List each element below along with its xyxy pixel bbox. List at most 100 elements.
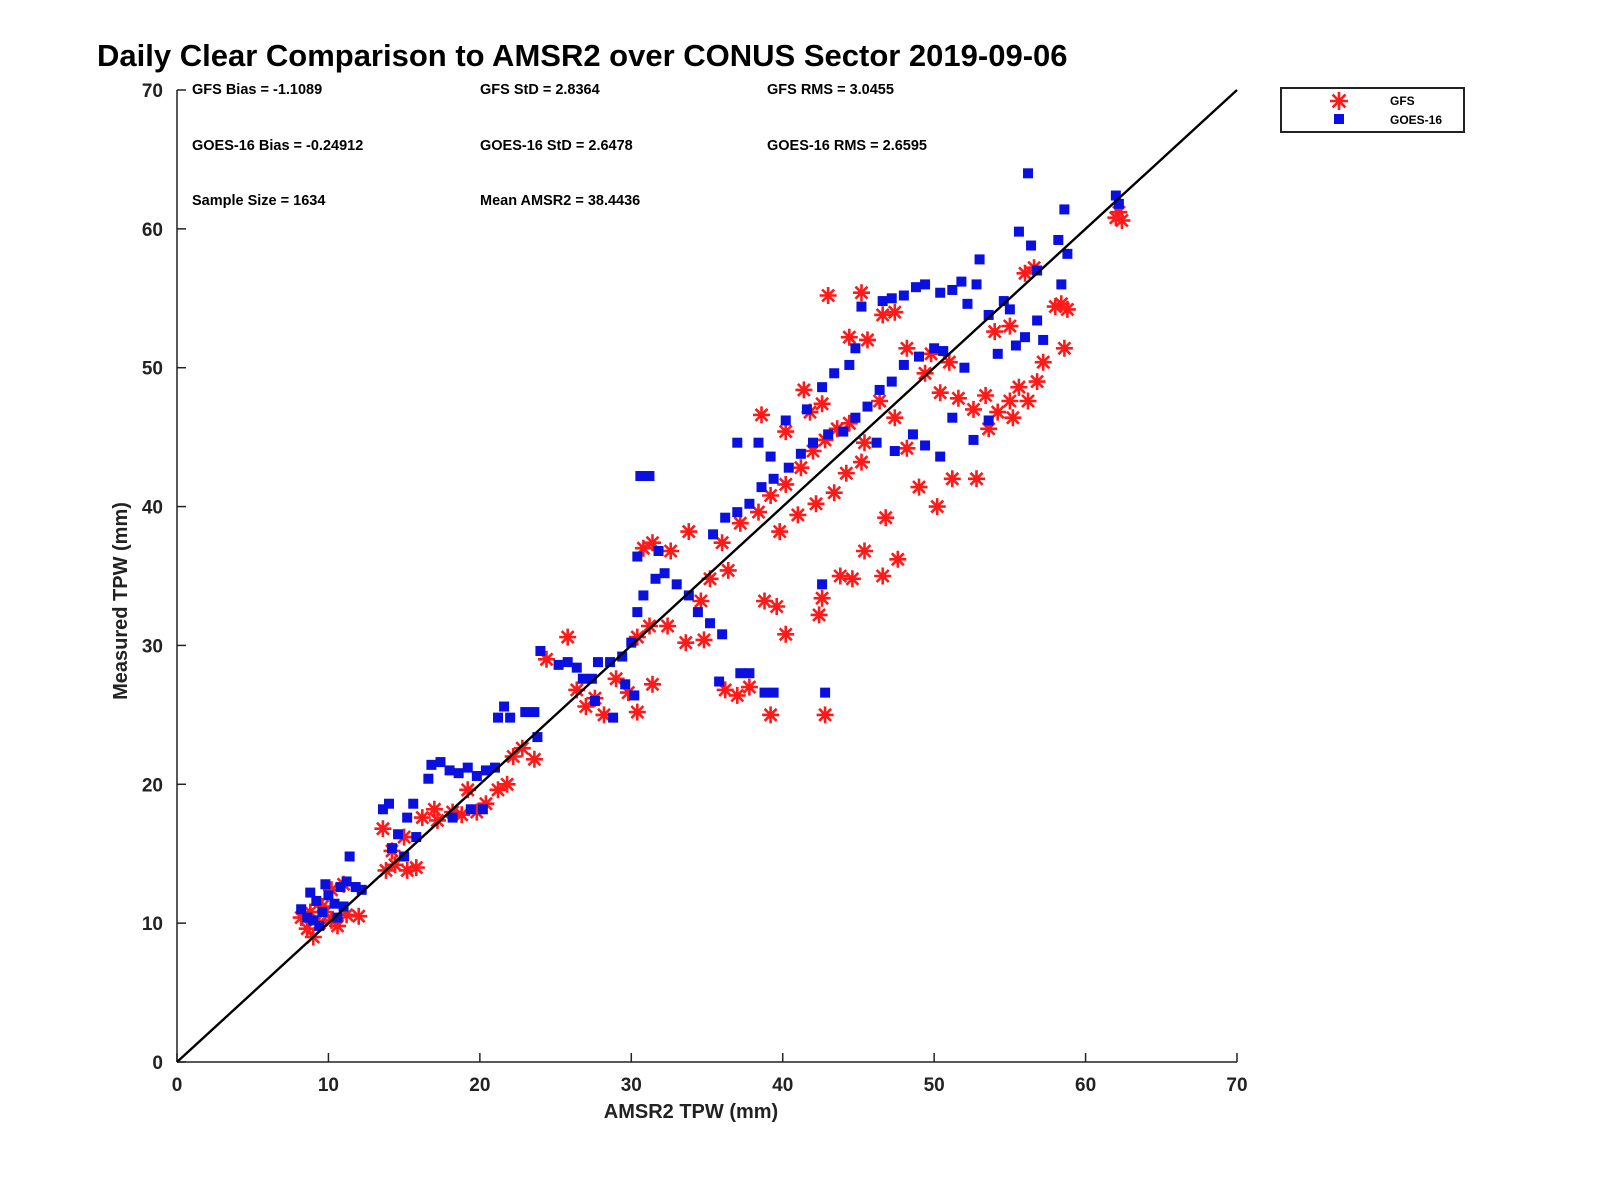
gfs-point (374, 820, 392, 838)
gfs-point (323, 881, 340, 899)
goes16-point (659, 568, 670, 579)
gfs-point (498, 775, 516, 793)
gfs-point (425, 800, 443, 818)
goes16-point (493, 712, 504, 723)
gfs-point (943, 470, 961, 488)
goes16-point (1113, 198, 1124, 209)
gfs-point (628, 628, 646, 646)
gfs-point (792, 459, 810, 477)
goes16-point (329, 898, 340, 909)
goes16-point (671, 579, 682, 590)
goes16-point (296, 904, 307, 915)
gfs-point (889, 550, 907, 568)
goes16-point (898, 359, 909, 370)
gfs-point (1016, 264, 1034, 282)
gfs-point (922, 345, 940, 363)
goes16-point (756, 482, 767, 493)
goes16-point (650, 573, 661, 584)
goes16-point (532, 732, 543, 743)
goes16-point (426, 759, 437, 770)
goes16-point (644, 471, 655, 482)
goes16-point (1020, 332, 1030, 343)
gfs-point (777, 423, 795, 441)
axes-layer (176, 90, 1237, 1063)
goes16-point (992, 348, 1003, 359)
goes16-point (753, 437, 764, 448)
goes16-point (1023, 168, 1034, 179)
goes16-point (408, 798, 419, 809)
identity-reference-line (176, 89, 1238, 1063)
gfs-point (840, 414, 858, 432)
gfs-point (949, 389, 967, 407)
gfs-point (692, 592, 710, 610)
goes16-point (1026, 240, 1037, 251)
goes16-point (314, 920, 325, 931)
goes16-point (632, 551, 643, 562)
stat-goes-bias: GOES-16 Bias = -0.24912 (192, 138, 363, 154)
goes16-point (305, 887, 316, 898)
goes16-point (335, 882, 346, 893)
goes16-point (629, 690, 640, 701)
gfs-point (728, 686, 746, 704)
stat-goes-std: GOES-16 StD = 2.6478 (480, 138, 633, 154)
gfs-point (634, 539, 652, 557)
gfs-point (329, 917, 346, 935)
gfs-point (459, 781, 477, 799)
goes16-point (462, 762, 473, 773)
goes16-point (844, 359, 855, 370)
goes16-point (983, 415, 994, 426)
goes16-point (692, 607, 703, 618)
goes16-point (959, 362, 970, 373)
gfs-point (677, 634, 695, 652)
goes16-point (320, 879, 331, 890)
gfs-point (695, 631, 713, 649)
y-tick-label: 0 (152, 1053, 163, 1074)
gfs-point (859, 331, 876, 349)
goes16-point (480, 765, 491, 776)
gfs-point (525, 750, 543, 768)
gfs-point (595, 706, 613, 724)
gfs-point (877, 509, 895, 527)
goes16-point (759, 687, 770, 698)
gfs-point (350, 907, 368, 925)
chart-title: Daily Clear Comparison to AMSR2 over CON… (97, 38, 1068, 73)
stat-goes-rms: GOES-16 RMS = 2.6595 (767, 138, 927, 154)
gfs-point (301, 903, 319, 921)
goes16-point (617, 651, 628, 662)
goes16-point (801, 404, 812, 415)
legend-gfs-label: GFS (1390, 94, 1415, 108)
goes16-point (744, 498, 755, 509)
legend-box (1280, 87, 1465, 133)
gfs-point (559, 628, 577, 646)
y-tick-label: 50 (142, 359, 163, 380)
y-tick-label: 20 (142, 775, 163, 796)
goes16-point (344, 851, 355, 862)
goes16-point (920, 279, 931, 290)
goes16-point (411, 832, 422, 843)
gfs-point (313, 898, 331, 915)
gfs-point (843, 570, 861, 588)
goes16-point (402, 812, 413, 823)
data-points (292, 168, 1131, 946)
goes16-point (838, 426, 849, 437)
gfs-point (659, 617, 677, 635)
goes16-point (332, 912, 343, 923)
gfs-point (989, 403, 1007, 421)
gfs-point (940, 353, 958, 371)
gfs-point (477, 795, 495, 813)
goes16-point (947, 284, 958, 295)
y-tick-label: 30 (142, 636, 163, 657)
goes16-point (877, 296, 888, 307)
goes16-point (393, 829, 404, 840)
gfs-point (468, 803, 486, 821)
goes16-point (947, 412, 958, 423)
goes16-point (817, 579, 828, 590)
gfs-point (910, 478, 928, 496)
gfs-point (1107, 209, 1125, 227)
goes16-point (562, 657, 573, 668)
goes16-point (817, 382, 828, 393)
gfs-point (965, 400, 982, 418)
y-ticks: 0 10 20 30 40 50 60 70 (142, 81, 186, 1074)
x-tick-label: 40 (772, 1075, 793, 1096)
goes16-point (795, 448, 806, 459)
